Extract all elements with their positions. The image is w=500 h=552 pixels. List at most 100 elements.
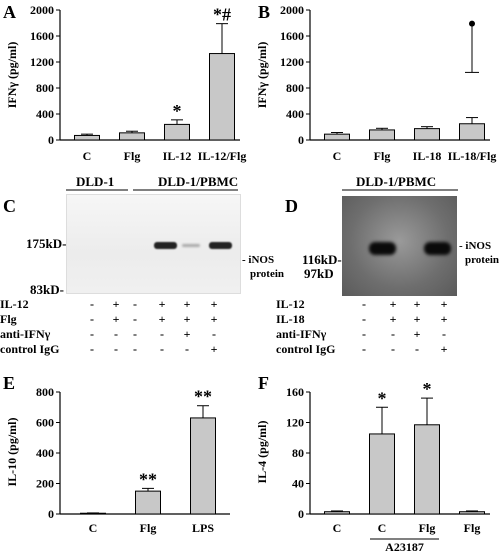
y-tick-label: 0 <box>298 507 304 521</box>
significance-mark: ** <box>139 469 157 489</box>
chart-b: 0 400 800 1200 1600 2000 IFNγ (pg/ml) C Flg IL-18… <box>255 3 497 163</box>
condition-sign: - <box>114 342 118 356</box>
panel-label-f: F <box>258 373 269 393</box>
category-label: IL-18 <box>413 149 442 163</box>
blot-c-band-label-2: protein <box>250 268 285 280</box>
category-label: LPS <box>192 521 214 535</box>
condition-sign: - <box>114 327 118 341</box>
blot-d-marker-top: 116kD- <box>302 252 342 267</box>
condition-label: Flg <box>0 312 17 326</box>
blot-c-conditions: IL-12- + - + + +Flg - + - + + +anti-IFNγ - - - - + -contr… <box>0 297 218 356</box>
category-label: Flg <box>374 149 391 163</box>
y-tick-label: 1600 <box>30 29 54 43</box>
category-label: IL-12/Flg <box>198 149 247 163</box>
condition-label: IL-12 <box>276 297 305 311</box>
blot-c-band-1 <box>154 242 177 249</box>
condition-sign: + <box>441 312 448 326</box>
panel-label-b: B <box>258 2 271 22</box>
condition-sign: + <box>390 312 397 326</box>
condition-sign: - <box>133 297 137 311</box>
outlier-point <box>469 20 475 27</box>
bar <box>414 424 440 515</box>
group-label: A23187 <box>385 540 424 552</box>
y-tick-label: 120 <box>286 416 304 430</box>
condition-sign: + <box>211 312 218 326</box>
y-tick-label: 400 <box>286 107 304 121</box>
condition-sign: - <box>90 327 94 341</box>
blot-c-marker-top: 175kD- <box>26 236 67 251</box>
category-label: C <box>83 149 92 163</box>
condition-sign: + <box>414 312 421 326</box>
significance-mark: *# <box>213 5 231 25</box>
significance-mark: * <box>378 388 387 408</box>
category-label: Flg <box>124 149 141 163</box>
condition-label: control IgG <box>0 342 59 356</box>
condition-label: anti-IFNγ <box>0 327 51 341</box>
condition-sign: + <box>184 312 191 326</box>
blot-c-band-2 <box>182 244 200 247</box>
y-axis-label: IL-10 (pg/ml) <box>5 417 19 486</box>
y-axis-label: IL-4 (pg/ml) <box>255 420 269 483</box>
condition-sign: - <box>442 327 446 341</box>
y-tick-label: 600 <box>36 416 54 430</box>
y-tick-label: 800 <box>36 81 54 95</box>
y-tick-label: 80 <box>292 446 304 460</box>
panel-label-d: D <box>285 196 298 216</box>
blot-c-header-left: DLD-1 <box>76 174 115 189</box>
y-tick-label: 0 <box>298 133 304 147</box>
y-tick-label: 1200 <box>280 55 304 69</box>
y-tick-label: 1200 <box>30 55 54 69</box>
condition-sign: - <box>391 327 395 341</box>
category-label: IL-12 <box>163 149 192 163</box>
y-tick-label: 800 <box>286 81 304 95</box>
y-tick-label: 1600 <box>280 29 304 43</box>
condition-sign: - <box>362 342 366 356</box>
condition-sign: - <box>185 342 189 356</box>
condition-label: IL-12 <box>0 297 29 311</box>
blot-d-band-2 <box>424 242 451 255</box>
category-label: C <box>333 149 342 163</box>
category-label: C <box>333 521 342 535</box>
category-label: IL-18/Flg <box>448 149 497 163</box>
bar <box>209 53 235 141</box>
category-label: C <box>89 521 98 535</box>
condition-sign: - <box>133 327 137 341</box>
y-axis-label: IFNγ (pg/ml) <box>255 42 269 109</box>
y-tick-label: 0 <box>48 507 54 521</box>
condition-sign: + <box>414 297 421 311</box>
blot-c-header-right: DLD-1/PBMC <box>158 174 239 189</box>
condition-sign: + <box>184 297 191 311</box>
condition-sign: - <box>391 342 395 356</box>
blot-d-band-1 <box>369 242 396 255</box>
condition-label: control IgG <box>276 342 335 356</box>
condition-sign: - <box>212 327 216 341</box>
condition-sign: + <box>159 297 166 311</box>
condition-sign: + <box>211 297 218 311</box>
condition-sign: + <box>211 342 218 356</box>
condition-sign: - <box>415 342 419 356</box>
significance-mark: * <box>423 379 432 399</box>
y-tick-label: 400 <box>36 446 54 460</box>
y-axis-label: IFNγ (pg/ml) <box>5 42 19 109</box>
y-tick-label: 160 <box>286 385 304 399</box>
condition-sign: - <box>90 312 94 326</box>
blot-d-conditions: IL-12- + + +IL-18- + + +anti-IFNγ - - + -control I… <box>276 297 448 356</box>
category-label: Flg <box>419 521 436 535</box>
condition-sign: - <box>160 327 164 341</box>
significance-mark: * <box>173 101 182 121</box>
y-tick-label: 40 <box>292 477 304 491</box>
condition-sign: + <box>441 342 448 356</box>
panel-label-a: A <box>3 2 16 22</box>
panel-label-c: C <box>3 196 16 216</box>
panel-label-e: E <box>3 373 16 393</box>
blot-c-membrane <box>66 194 241 294</box>
condition-sign: + <box>184 327 191 341</box>
blot-d-marker-bottom: 97kD <box>304 266 334 281</box>
blot-c-marker-bottom: 83kD- <box>30 282 64 297</box>
condition-label: anti-IFNγ <box>276 327 327 341</box>
chart-f: 0 40 80 120 160 IL-4 (pg/ml) C C * Flg * Flg A23187 <box>255 379 490 552</box>
category-label: Flg <box>140 521 157 535</box>
condition-sign: - <box>90 297 94 311</box>
